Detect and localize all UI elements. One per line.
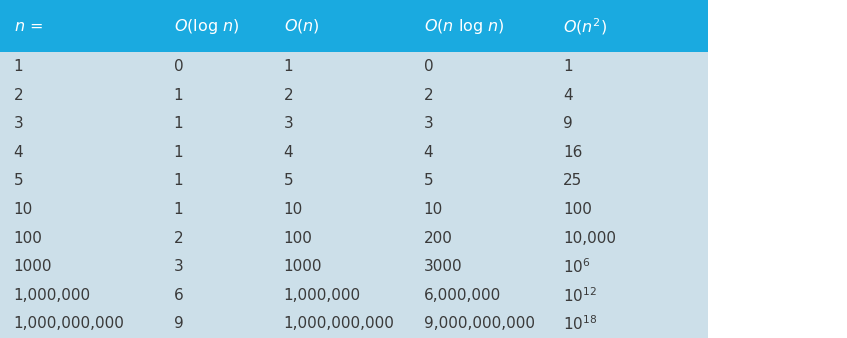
Text: $\it{O}$($\it{n}$): $\it{O}$($\it{n}$) [284,17,319,35]
Text: $10^{12}$: $10^{12}$ [563,286,597,305]
Text: 5: 5 [284,173,293,188]
Text: 100: 100 [14,231,42,245]
Text: 4: 4 [14,145,23,160]
Text: 1: 1 [14,59,23,74]
Text: 3000: 3000 [424,259,462,274]
Text: 3: 3 [424,116,434,131]
Text: 1,000,000,000: 1,000,000,000 [284,316,395,331]
Text: 3: 3 [284,116,294,131]
Text: 3: 3 [14,116,24,131]
Text: 3: 3 [174,259,184,274]
Text: $\it{n}$ =: $\it{n}$ = [14,19,42,34]
Text: 1000: 1000 [284,259,322,274]
Text: 4: 4 [424,145,433,160]
Text: 16: 16 [563,145,583,160]
Text: 25: 25 [563,173,583,188]
Text: $\it{O}$($\it{n}^2$): $\it{O}$($\it{n}^2$) [563,16,607,37]
Text: 10: 10 [14,202,33,217]
Text: $10^{6}$: $10^{6}$ [563,257,591,276]
Text: 1: 1 [174,116,183,131]
Text: 1,000,000: 1,000,000 [14,288,91,303]
Text: 200: 200 [424,231,452,245]
Text: 1000: 1000 [14,259,52,274]
Text: 100: 100 [284,231,313,245]
Text: 1,000,000: 1,000,000 [284,288,361,303]
Text: 1: 1 [174,202,183,217]
Text: 2: 2 [14,88,23,103]
Text: $\it{O}$($\it{n}$ $\it{\log\,n}$): $\it{O}$($\it{n}$ $\it{\log\,n}$) [424,17,504,36]
Text: 1: 1 [174,88,183,103]
Text: 1: 1 [563,59,573,74]
Text: 9,000,000,000: 9,000,000,000 [424,316,534,331]
Text: 0: 0 [424,59,433,74]
Text: 10: 10 [284,202,303,217]
Text: 4: 4 [284,145,293,160]
Bar [0,52,708,338]
Text: 2: 2 [424,88,433,103]
Text: 2: 2 [174,231,183,245]
Bar [0,0,708,52]
Text: 1: 1 [174,173,183,188]
Text: 10: 10 [424,202,443,217]
Text: 5: 5 [14,173,23,188]
Text: 1,000,000,000: 1,000,000,000 [14,316,125,331]
Text: 1: 1 [174,145,183,160]
Text: 5: 5 [424,173,433,188]
Text: 6,000,000: 6,000,000 [424,288,501,303]
Text: 10,000: 10,000 [563,231,617,245]
Text: 1: 1 [284,59,293,74]
Text: 0: 0 [174,59,183,74]
Text: 9: 9 [174,316,184,331]
Text: 6: 6 [174,288,184,303]
Text: $10^{18}$: $10^{18}$ [563,314,598,333]
Text: $\it{O}$($\it{\log\,n}$): $\it{O}$($\it{\log\,n}$) [174,17,239,36]
Text: 100: 100 [563,202,592,217]
Text: 4: 4 [563,88,573,103]
Text: 9: 9 [563,116,573,131]
Text: 2: 2 [284,88,293,103]
